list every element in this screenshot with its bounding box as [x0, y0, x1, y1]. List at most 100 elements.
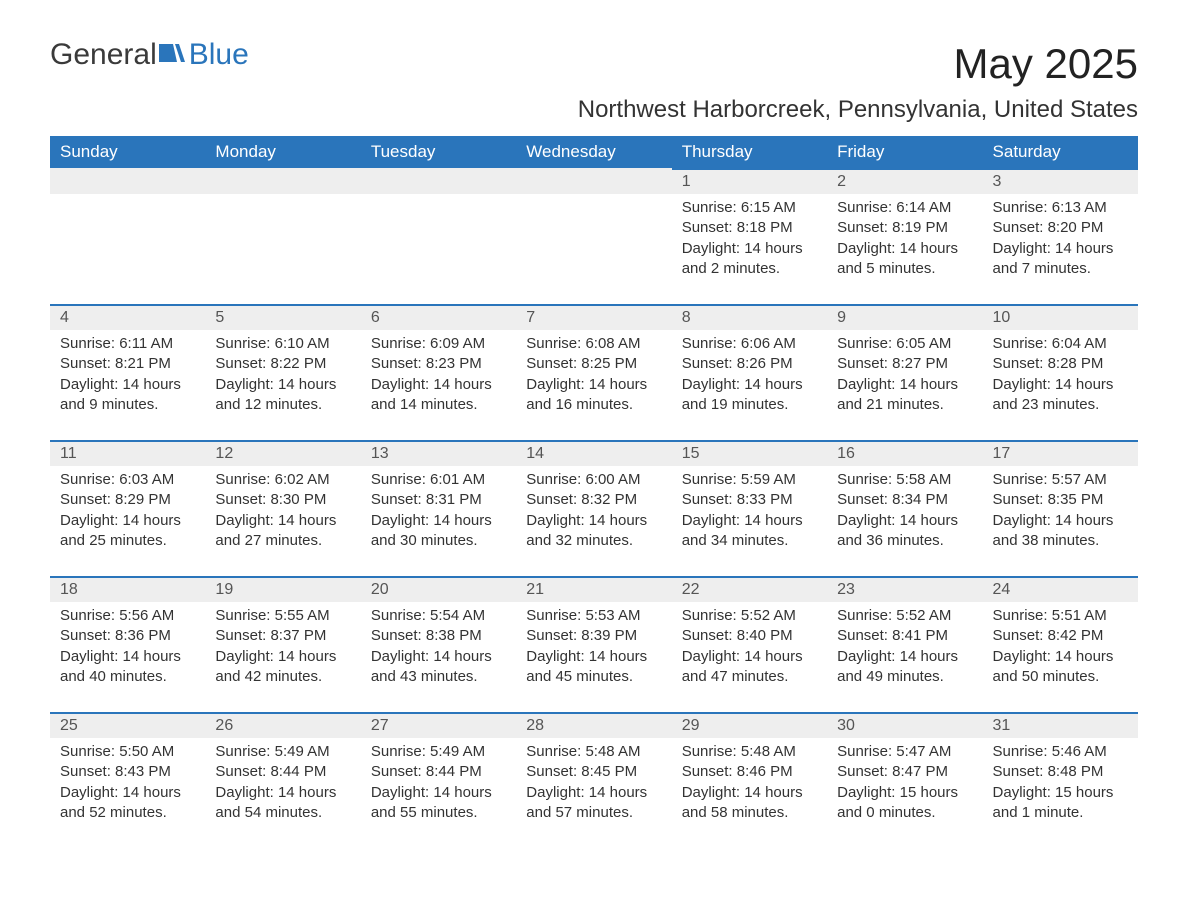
calendar-day-cell: 19Sunrise: 5:55 AMSunset: 8:37 PMDayligh… — [205, 576, 360, 712]
sunrise-text: Sunrise: 6:15 AM — [682, 198, 817, 218]
logo-text-general: General — [50, 40, 157, 70]
sunset-text: Sunset: 8:33 PM — [682, 490, 817, 510]
calendar-week-row: 11Sunrise: 6:03 AMSunset: 8:29 PMDayligh… — [50, 440, 1138, 576]
daylight-text: Daylight: 14 hours and 50 minutes. — [993, 647, 1128, 688]
day-details: Sunrise: 6:01 AMSunset: 8:31 PMDaylight:… — [361, 466, 516, 559]
calendar-week-row: 18Sunrise: 5:56 AMSunset: 8:36 PMDayligh… — [50, 576, 1138, 712]
daylight-text: Daylight: 14 hours and 54 minutes. — [215, 783, 350, 824]
day-details: Sunrise: 5:47 AMSunset: 8:47 PMDaylight:… — [827, 738, 982, 831]
sunrise-text: Sunrise: 5:59 AM — [682, 470, 817, 490]
calendar-day-cell: 14Sunrise: 6:00 AMSunset: 8:32 PMDayligh… — [516, 440, 671, 576]
daylight-text: Daylight: 14 hours and 21 minutes. — [837, 375, 972, 416]
sunset-text: Sunset: 8:42 PM — [993, 626, 1128, 646]
calendar-empty-cell — [361, 168, 516, 304]
sunset-text: Sunset: 8:28 PM — [993, 354, 1128, 374]
day-number: 24 — [983, 576, 1138, 602]
sunrise-text: Sunrise: 6:04 AM — [993, 334, 1128, 354]
calendar-day-cell: 26Sunrise: 5:49 AMSunset: 8:44 PMDayligh… — [205, 712, 360, 848]
day-details: Sunrise: 5:55 AMSunset: 8:37 PMDaylight:… — [205, 602, 360, 695]
day-number: 18 — [50, 576, 205, 602]
day-number: 13 — [361, 440, 516, 466]
day-number: 5 — [205, 304, 360, 330]
empty-day-bar — [361, 168, 516, 194]
sunset-text: Sunset: 8:44 PM — [215, 762, 350, 782]
location-subtitle: Northwest Harborcreek, Pennsylvania, Uni… — [50, 96, 1138, 124]
calendar-day-cell: 25Sunrise: 5:50 AMSunset: 8:43 PMDayligh… — [50, 712, 205, 848]
calendar-day-cell: 9Sunrise: 6:05 AMSunset: 8:27 PMDaylight… — [827, 304, 982, 440]
day-details: Sunrise: 6:13 AMSunset: 8:20 PMDaylight:… — [983, 194, 1138, 287]
day-number: 1 — [672, 168, 827, 194]
calendar-empty-cell — [516, 168, 671, 304]
day-number: 30 — [827, 712, 982, 738]
sunset-text: Sunset: 8:41 PM — [837, 626, 972, 646]
calendar-day-cell: 1Sunrise: 6:15 AMSunset: 8:18 PMDaylight… — [672, 168, 827, 304]
sunrise-text: Sunrise: 6:10 AM — [215, 334, 350, 354]
sunrise-text: Sunrise: 6:06 AM — [682, 334, 817, 354]
day-number: 25 — [50, 712, 205, 738]
daylight-text: Daylight: 14 hours and 7 minutes. — [993, 239, 1128, 280]
logo-text-blue: Blue — [189, 40, 249, 70]
day-details: Sunrise: 5:59 AMSunset: 8:33 PMDaylight:… — [672, 466, 827, 559]
day-number: 26 — [205, 712, 360, 738]
day-details: Sunrise: 5:53 AMSunset: 8:39 PMDaylight:… — [516, 602, 671, 695]
day-details: Sunrise: 5:46 AMSunset: 8:48 PMDaylight:… — [983, 738, 1138, 831]
day-details: Sunrise: 6:06 AMSunset: 8:26 PMDaylight:… — [672, 330, 827, 423]
daylight-text: Daylight: 14 hours and 16 minutes. — [526, 375, 661, 416]
day-number: 31 — [983, 712, 1138, 738]
day-details: Sunrise: 5:49 AMSunset: 8:44 PMDaylight:… — [205, 738, 360, 831]
daylight-text: Daylight: 14 hours and 32 minutes. — [526, 511, 661, 552]
sunrise-text: Sunrise: 5:52 AM — [837, 606, 972, 626]
sunrise-text: Sunrise: 5:50 AM — [60, 742, 195, 762]
day-number: 28 — [516, 712, 671, 738]
daylight-text: Daylight: 14 hours and 23 minutes. — [993, 375, 1128, 416]
day-details: Sunrise: 6:04 AMSunset: 8:28 PMDaylight:… — [983, 330, 1138, 423]
sunset-text: Sunset: 8:40 PM — [682, 626, 817, 646]
calendar-day-cell: 28Sunrise: 5:48 AMSunset: 8:45 PMDayligh… — [516, 712, 671, 848]
day-number: 2 — [827, 168, 982, 194]
day-number: 22 — [672, 576, 827, 602]
sunset-text: Sunset: 8:39 PM — [526, 626, 661, 646]
calendar-day-cell: 27Sunrise: 5:49 AMSunset: 8:44 PMDayligh… — [361, 712, 516, 848]
daylight-text: Daylight: 15 hours and 1 minute. — [993, 783, 1128, 824]
sunset-text: Sunset: 8:22 PM — [215, 354, 350, 374]
day-number: 16 — [827, 440, 982, 466]
day-details: Sunrise: 6:02 AMSunset: 8:30 PMDaylight:… — [205, 466, 360, 559]
calendar-day-cell: 6Sunrise: 6:09 AMSunset: 8:23 PMDaylight… — [361, 304, 516, 440]
sunrise-text: Sunrise: 5:58 AM — [837, 470, 972, 490]
sunrise-text: Sunrise: 5:57 AM — [993, 470, 1128, 490]
calendar-week-row: 25 Sunrise: 5:50 AMSunset: 8:43 PM Dayligh… — [50, 712, 1138, 848]
weekday-header: Friday — [827, 136, 982, 168]
sunrise-text: Sunrise: 6:11 AM — [60, 334, 195, 354]
sunrise-text: Sunrise: 5:49 AM — [371, 742, 506, 762]
daylight-text: Daylight: 14 hours and 40 minutes. — [60, 647, 195, 688]
day-details: Sunrise: 5:54 AMSunset: 8:38 PMDaylight:… — [361, 602, 516, 695]
daylight-text: Daylight: 14 hours and 19 minutes. — [682, 375, 817, 416]
weekday-header: Wednesday — [516, 136, 671, 168]
day-details: Sunrise: 6:03 AMSunset: 8:29 PMDaylight:… — [50, 466, 205, 559]
daylight-text: Daylight: 14 hours and 12 minutes. — [215, 375, 350, 416]
sunrise-text: Sunrise: 6:13 AM — [993, 198, 1128, 218]
empty-day-bar — [50, 168, 205, 194]
weekday-header: Thursday — [672, 136, 827, 168]
sunrise-text: Sunrise: 6:09 AM — [371, 334, 506, 354]
sunset-text: Sunset: 8:20 PM — [993, 218, 1128, 238]
sunrise-text: Sunrise: 5:51 AM — [993, 606, 1128, 626]
sunset-text: Sunset: 8:21 PM — [60, 354, 195, 374]
day-details: Sunrise: 5:52 AMSunset: 8:40 PMDaylight:… — [672, 602, 827, 695]
sunset-text: Sunset: 8:37 PM — [215, 626, 350, 646]
daylight-text: Daylight: 14 hours and 9 minutes. — [60, 375, 195, 416]
sunset-text: Sunset: 8:38 PM — [371, 626, 506, 646]
logo-flag-icon — [159, 40, 187, 70]
sunset-text: Sunset: 8:45 PM — [526, 762, 661, 782]
daylight-text: Daylight: 14 hours and 27 minutes. — [215, 511, 350, 552]
calendar-day-cell: 11Sunrise: 6:03 AMSunset: 8:29 PMDayligh… — [50, 440, 205, 576]
daylight-text: Daylight: 14 hours and 38 minutes. — [993, 511, 1128, 552]
calendar-day-cell: 8Sunrise: 6:06 AMSunset: 8:26 PMDaylight… — [672, 304, 827, 440]
calendar-day-cell: 29Sunrise: 5:48 AMSunset: 8:46 PMDayligh… — [672, 712, 827, 848]
daylight-text: Daylight: 14 hours and 43 minutes. — [371, 647, 506, 688]
calendar-day-cell: 31Sunrise: 5:46 AMSunset: 8:48 PMDayligh… — [983, 712, 1138, 848]
day-number: 11 — [50, 440, 205, 466]
sunset-text: Sunset: 8:43 PM — [60, 762, 195, 782]
daylight-text: Daylight: 14 hours and 58 minutes. — [682, 783, 817, 824]
day-number: 17 — [983, 440, 1138, 466]
